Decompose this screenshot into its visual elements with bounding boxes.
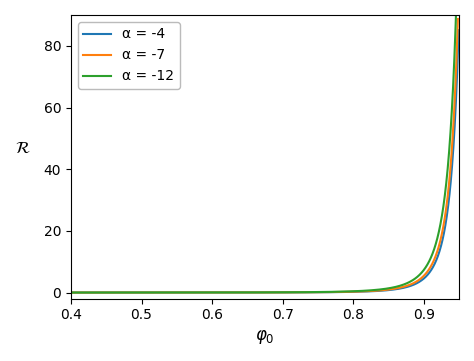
α = -12: [356, 289, 361, 293]
α = -4: [456, 28, 462, 32]
α = -12: [453, 14, 459, 18]
α = -4: [234, 290, 239, 295]
α = -12: [68, 290, 74, 295]
α = -4: [217, 290, 222, 295]
Line: α = -12: α = -12: [71, 16, 456, 292]
α = -4: [112, 290, 118, 295]
Y-axis label: $\mathcal{R}$: $\mathcal{R}$: [15, 139, 30, 157]
X-axis label: $\varphi_0$: $\varphi_0$: [255, 328, 275, 346]
α = -7: [170, 290, 176, 295]
α = -12: [331, 290, 337, 294]
Line: α = -4: α = -4: [71, 30, 459, 292]
α = -12: [148, 290, 154, 295]
α = -7: [247, 290, 253, 295]
α = -12: [264, 290, 270, 295]
α = -4: [68, 290, 74, 295]
Legend: α = -4, α = -7, α = -12: α = -4, α = -7, α = -12: [78, 22, 180, 89]
α = -4: [406, 284, 412, 288]
α = -7: [68, 290, 74, 295]
α = -12: [275, 290, 281, 295]
α = -7: [284, 290, 290, 295]
α = -7: [320, 290, 326, 294]
α = -12: [316, 290, 321, 294]
α = -7: [455, 17, 461, 21]
α = -7: [373, 288, 378, 293]
α = -4: [136, 290, 141, 295]
Line: α = -7: α = -7: [71, 19, 458, 292]
α = -7: [237, 290, 242, 295]
α = -4: [448, 176, 454, 180]
